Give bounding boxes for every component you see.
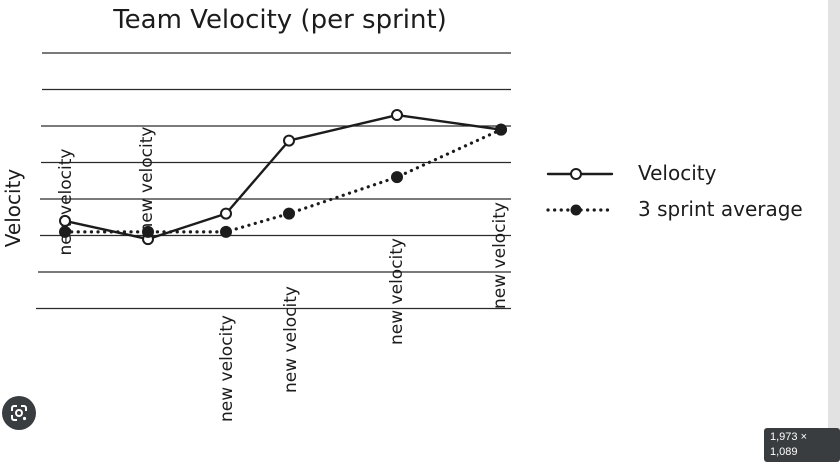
legend-marker — [570, 168, 582, 180]
average-point — [220, 225, 232, 238]
average-point — [142, 225, 154, 238]
average-point — [391, 171, 403, 184]
velocity-point — [59, 214, 71, 227]
legend-marker — [570, 204, 582, 216]
scroll-strip — [828, 0, 840, 451]
chart: Team Velocity (per sprint) Velocity new … — [1, 5, 803, 422]
x-category-label: new velocity — [137, 127, 157, 234]
average-point — [495, 123, 507, 136]
series-lines — [59, 109, 507, 246]
legend-label: Velocity — [638, 161, 717, 185]
legend: Velocity 3 sprint average — [546, 161, 803, 221]
legend-label: 3 sprint average — [638, 197, 803, 221]
grid — [36, 52, 511, 310]
average-point — [59, 225, 71, 238]
x-category-label: new velocity — [387, 238, 407, 345]
velocity-point — [391, 109, 403, 122]
velocity-point — [220, 207, 232, 220]
average-line — [63, 128, 503, 234]
x-category-label: new velocity — [217, 315, 237, 422]
x-category-label: new velocity — [490, 202, 510, 309]
lens-button[interactable] — [2, 396, 36, 430]
chart-title: Team Velocity (per sprint) — [112, 5, 447, 35]
average-point — [283, 207, 295, 220]
x-category-label: new velocity — [281, 286, 301, 393]
x-category-labels: new velocity new velocity new velocity new … — [56, 127, 510, 422]
y-axis-label: Velocity — [1, 169, 25, 248]
google-lens-icon — [11, 405, 27, 421]
velocity-line — [63, 113, 503, 241]
velocity-point — [283, 134, 295, 147]
image-size-badge: 1,973 × 1,089 — [764, 428, 840, 462]
x-category-label: new velocity — [56, 149, 76, 256]
